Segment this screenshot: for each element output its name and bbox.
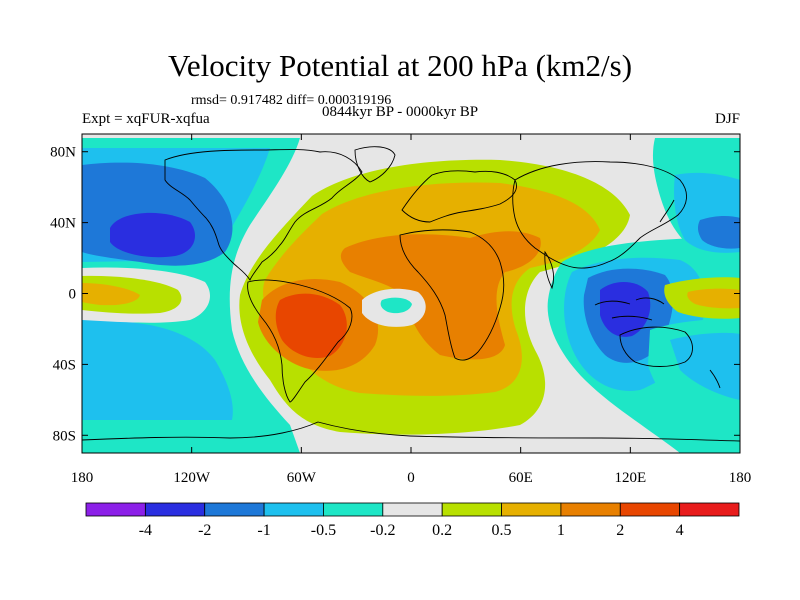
west-pacific-positive-core	[687, 288, 740, 309]
coast-asia	[512, 161, 687, 269]
coast-europe	[401, 170, 517, 223]
southwest-pacific-negative-mid	[670, 332, 740, 400]
colorbar-swatch	[204, 502, 265, 517]
colorbar-swatch	[382, 502, 443, 517]
contour-fill-layer	[82, 134, 740, 453]
experiment-label: Expt = xqFUR-xqfua	[82, 111, 210, 127]
colorbar-label: 4	[676, 522, 684, 539]
africa-north-positive-2	[340, 231, 541, 360]
colorbar-swatch	[85, 502, 146, 517]
x-tick-label: 60W	[287, 470, 317, 486]
colorbar-swatch	[263, 502, 324, 517]
coast-japan	[659, 199, 675, 223]
coast-india	[544, 250, 555, 290]
x-tick-label: 180	[729, 470, 752, 486]
coast-greenland	[354, 146, 396, 183]
x-tick-label: 180	[71, 470, 94, 486]
x-tick-label: 60E	[509, 470, 533, 486]
rmsd-diff-stats: rmsd= 0.917482 diff= 0.000319196	[191, 93, 392, 108]
colorbar-label: -1	[257, 522, 270, 539]
coast-maritime-continent	[594, 297, 665, 321]
colorbar-swatch	[501, 502, 562, 517]
north-pacific-east-negative-inner	[697, 215, 740, 249]
x-tick-label: 0	[407, 470, 415, 486]
colorbar-swatch	[679, 502, 740, 517]
season-label: DJF	[714, 111, 740, 127]
colorbar-label: -0.2	[370, 522, 395, 539]
north-pacific-negative-core	[110, 212, 195, 258]
colorbar-label: 2	[616, 522, 624, 539]
atlantic-negative-pocket	[380, 297, 412, 314]
y-tick-label: 0	[69, 287, 77, 303]
coast-australia	[619, 326, 693, 367]
coast-antarctica	[82, 421, 740, 442]
colorbar-swatch	[323, 502, 384, 517]
coastlines	[82, 146, 740, 442]
x-axis: 180 120W 60W 0 60E 120E 180	[71, 134, 752, 486]
south-america-positive-4	[275, 293, 347, 359]
colorbar-swatch	[144, 502, 206, 517]
colorbar: -4 -2 -1 -0.5 -0.2 0.2 0.5 1 2 4	[85, 502, 740, 539]
maritime-continent-negative-core	[600, 281, 651, 337]
coast-south-america	[247, 279, 353, 403]
colorbar-label: -2	[198, 522, 211, 539]
colorbar-label: 0.5	[492, 522, 512, 539]
colorbar-swatch	[619, 502, 681, 517]
coast-north-america	[164, 149, 363, 281]
coast-africa	[399, 229, 505, 361]
colorbar-label: 1	[557, 522, 565, 539]
chart-title: Velocity Potential at 200 hPa (km2/s)	[167, 48, 633, 83]
equatorial-pacific-positive-core	[82, 283, 140, 306]
y-tick-label: 80S	[53, 428, 76, 444]
x-tick-label: 120E	[614, 470, 646, 486]
colorbar-swatch	[441, 502, 502, 517]
y-tick-label: 80N	[50, 145, 76, 161]
coast-new-zealand	[709, 369, 721, 389]
y-tick-label: 40N	[50, 216, 76, 232]
colorbar-swatch	[560, 502, 621, 517]
y-tick-label: 40S	[53, 357, 76, 373]
colorbar-label: -0.5	[311, 522, 336, 539]
period-label: 0844kyr BP - 0000kyr BP	[322, 104, 479, 120]
colorbar-label: 0.2	[432, 522, 452, 539]
x-tick-label: 120W	[173, 470, 211, 486]
colorbar-label: -4	[139, 522, 152, 539]
y-axis: 80N 40N 0 40S 80S	[50, 145, 740, 444]
